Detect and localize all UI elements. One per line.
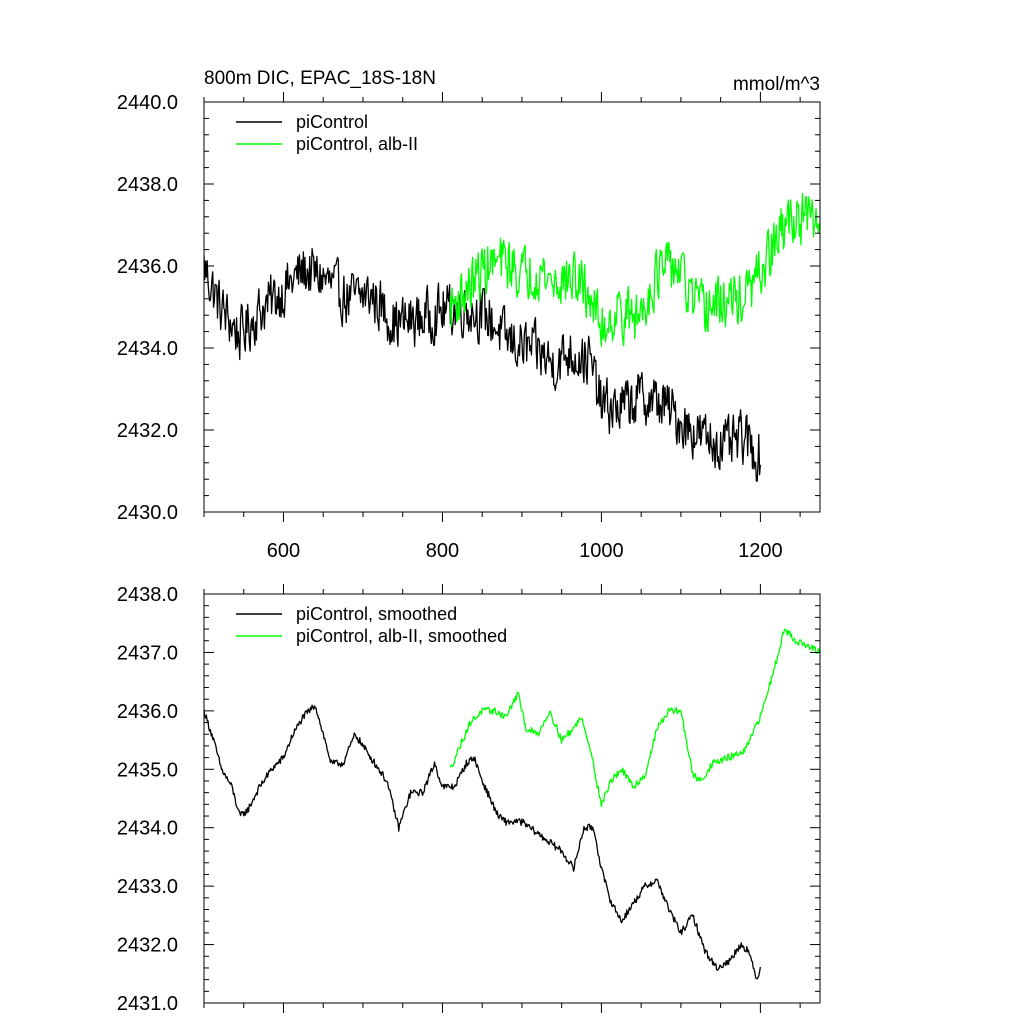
series-line-picontrol-alb-ii <box>449 192 820 347</box>
legend-label-picontrol-smoothed: piControl, smoothed <box>296 604 457 624</box>
series-line-picontrol-alb-ii-smoothed <box>449 628 820 808</box>
top-legend: piControl piControl, alb-II <box>236 112 418 154</box>
y-tick-label: 2437.0 <box>117 642 178 664</box>
y-tick-label: 2434.0 <box>117 338 178 360</box>
y-tick-label: 2434.0 <box>117 818 178 840</box>
y-tick-label: 2436.0 <box>117 256 178 278</box>
bottom-legend: piControl, smoothed piControl, alb-II, s… <box>236 604 507 646</box>
legend-label-picontrol-alb-ii-smoothed: piControl, alb-II, smoothed <box>296 626 507 646</box>
legend-label-picontrol: piControl <box>296 112 368 132</box>
bottom-plot-area: 2431.0 2432.0 2433.0 2434.0 2435.0 2436.0 2437… <box>117 584 821 1015</box>
y-tick-label: 2438.0 <box>117 584 178 606</box>
y-tick-label: 2432.0 <box>117 935 178 957</box>
x-tick-label: 800 <box>426 540 459 562</box>
plot-title: 800m DIC, EPAC_18S-18N <box>204 68 436 89</box>
y-tick-label: 2432.0 <box>117 420 178 442</box>
x-tick-label: 1200 <box>738 540 783 562</box>
top-plot-area: 2430.0 2432.0 2434.0 2436.0 2438.0 2440.0 600 8… <box>117 92 821 562</box>
x-tick-label: 600 <box>267 540 300 562</box>
plot-frame <box>203 593 821 1004</box>
y-tick-label: 2438.0 <box>117 174 178 196</box>
bottom-plot-panel: 2431.0 2432.0 2433.0 2434.0 2435.0 2436.0 2437… <box>117 584 821 1015</box>
units-label: mmol/m^3 <box>733 74 820 95</box>
legend-label-picontrol-alb-ii: piControl, alb-II <box>296 134 418 154</box>
series-line-picontrol <box>204 247 762 482</box>
series-line-picontrol-smoothed <box>204 704 762 980</box>
y-tick-label: 2440.0 <box>117 92 178 114</box>
y-tick-label: 2435.0 <box>117 759 178 781</box>
plot-frame <box>203 101 821 513</box>
y-tick-label: 2433.0 <box>117 876 178 898</box>
y-tick-label: 2431.0 <box>117 993 178 1015</box>
y-tick-label: 2430.0 <box>117 502 178 524</box>
top-plot-panel: 800m DIC, EPAC_18S-18N mmol/m^3 2430.024… <box>117 68 821 562</box>
y-tick-label: 2436.0 <box>117 701 178 723</box>
x-tick-label: 1000 <box>579 540 624 562</box>
